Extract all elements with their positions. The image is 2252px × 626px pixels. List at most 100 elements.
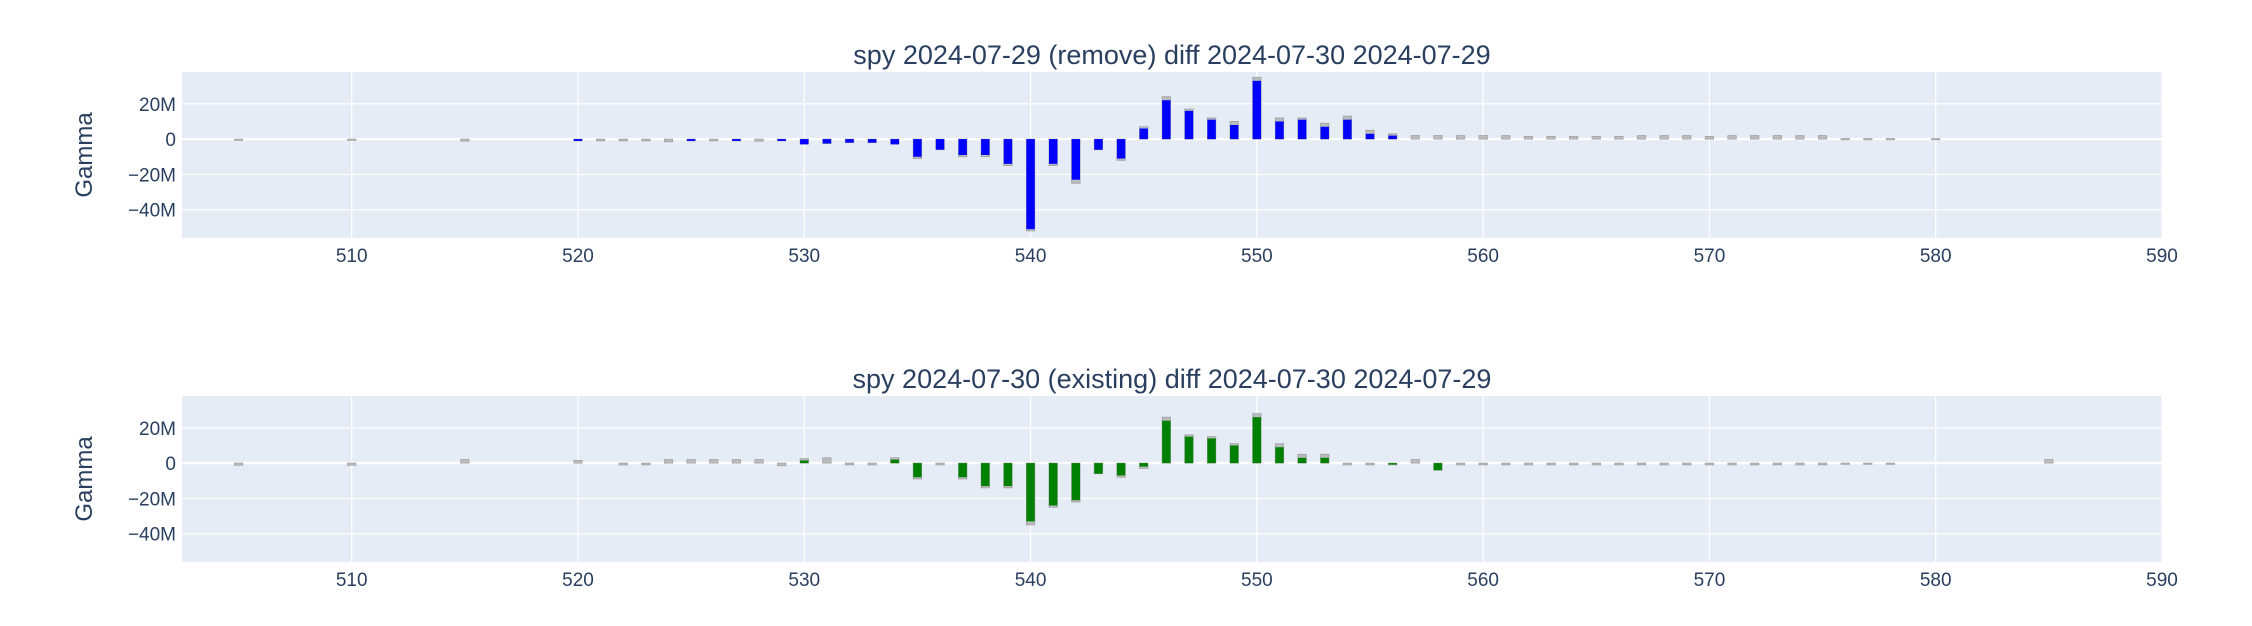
bar bbox=[1049, 463, 1058, 506]
bar bbox=[1569, 136, 1579, 140]
x-tick-label: 560 bbox=[1467, 246, 1499, 267]
bar bbox=[822, 139, 832, 144]
bar bbox=[1410, 459, 1420, 464]
bar bbox=[1501, 462, 1511, 466]
bar bbox=[845, 139, 854, 143]
bar bbox=[1162, 420, 1171, 464]
bar bbox=[1026, 139, 1035, 230]
bar bbox=[1455, 135, 1466, 140]
bar bbox=[618, 138, 628, 142]
bar bbox=[1297, 457, 1307, 464]
x-tick-label: 510 bbox=[336, 246, 368, 267]
bar bbox=[460, 138, 470, 142]
bar bbox=[1320, 457, 1329, 464]
bar bbox=[1682, 462, 1692, 466]
bar bbox=[1750, 462, 1760, 466]
bar bbox=[347, 462, 357, 466]
bar bbox=[1275, 447, 1284, 464]
bar bbox=[1704, 136, 1715, 140]
bar bbox=[1139, 463, 1148, 467]
bar bbox=[1636, 135, 1647, 140]
bar bbox=[686, 139, 696, 141]
bar bbox=[867, 462, 877, 466]
bar bbox=[1750, 135, 1760, 140]
bar bbox=[1207, 438, 1216, 464]
bar-series-2 bbox=[573, 80, 1397, 230]
bar bbox=[1230, 124, 1239, 140]
bar bbox=[1320, 126, 1329, 140]
bar bbox=[1523, 136, 1533, 140]
bar bbox=[777, 462, 787, 467]
bar bbox=[1433, 135, 1443, 140]
bar bbox=[754, 459, 764, 464]
x-tick-label: 590 bbox=[2146, 246, 2178, 267]
bar bbox=[1682, 135, 1692, 140]
x-tick-label: 550 bbox=[1241, 570, 1273, 591]
bar bbox=[800, 460, 809, 464]
bar bbox=[1116, 463, 1126, 476]
plot-area bbox=[182, 72, 2162, 238]
bar-series-2 bbox=[800, 417, 1443, 522]
bar bbox=[663, 459, 674, 464]
bar bbox=[822, 457, 832, 464]
bar bbox=[935, 462, 945, 466]
bar bbox=[958, 139, 967, 155]
bar bbox=[1184, 110, 1194, 140]
bar bbox=[1501, 135, 1511, 140]
bar bbox=[1116, 139, 1126, 159]
plot-area bbox=[182, 396, 2162, 562]
bar bbox=[890, 139, 899, 145]
bar bbox=[1230, 445, 1239, 464]
bar bbox=[1885, 462, 1896, 465]
bar bbox=[1523, 462, 1533, 466]
bar bbox=[1478, 135, 1488, 140]
chart-title: spy 2024-07-29 (remove) diff 2024-07-30 … bbox=[853, 40, 1490, 70]
bar bbox=[1184, 436, 1194, 464]
x-tick-label: 590 bbox=[2146, 570, 2178, 591]
bar bbox=[2044, 459, 2054, 464]
bar bbox=[981, 139, 990, 155]
y-tick-label: 20M bbox=[139, 419, 176, 440]
x-tick-label: 510 bbox=[336, 570, 368, 591]
bar bbox=[1297, 119, 1307, 140]
bar bbox=[1795, 135, 1805, 140]
bar bbox=[1659, 135, 1669, 140]
bar bbox=[1659, 462, 1669, 466]
bar bbox=[1252, 80, 1262, 140]
bar bbox=[1252, 417, 1262, 464]
bar bbox=[596, 138, 606, 142]
bar bbox=[1817, 135, 1828, 140]
bar bbox=[958, 463, 967, 478]
bar bbox=[1207, 119, 1216, 140]
x-tick-label: 530 bbox=[788, 246, 820, 267]
bar bbox=[1704, 462, 1715, 466]
chart-title: spy 2024-07-30 (existing) diff 2024-07-3… bbox=[853, 364, 1492, 394]
bar bbox=[935, 139, 945, 150]
chart-panel-1: 20M 0 −20M −40M 510 520 530 540 550 560 570 580 590 s… bbox=[71, 40, 2178, 267]
bar bbox=[347, 138, 357, 141]
y-axis-title: Gamma bbox=[71, 436, 98, 522]
x-tick-label: 530 bbox=[788, 570, 820, 591]
bar bbox=[1840, 138, 1850, 141]
x-tick-label: 580 bbox=[1920, 570, 1952, 591]
x-tick-label: 520 bbox=[562, 570, 594, 591]
bar bbox=[1546, 462, 1556, 466]
bar bbox=[1772, 462, 1782, 466]
bar bbox=[1342, 462, 1352, 466]
bar bbox=[1003, 463, 1013, 487]
bar bbox=[981, 463, 990, 487]
y-tick-label: −20M bbox=[128, 489, 176, 510]
bar bbox=[732, 139, 741, 141]
bar bbox=[1094, 463, 1103, 474]
bar bbox=[1727, 462, 1737, 466]
bar bbox=[1433, 463, 1443, 471]
bar bbox=[1727, 135, 1737, 140]
bar bbox=[1546, 136, 1556, 140]
bar bbox=[686, 459, 696, 464]
bar bbox=[233, 462, 244, 466]
bar bbox=[1388, 135, 1397, 140]
bar bbox=[709, 459, 719, 464]
bar bbox=[1343, 119, 1352, 140]
bar bbox=[1931, 138, 1941, 141]
